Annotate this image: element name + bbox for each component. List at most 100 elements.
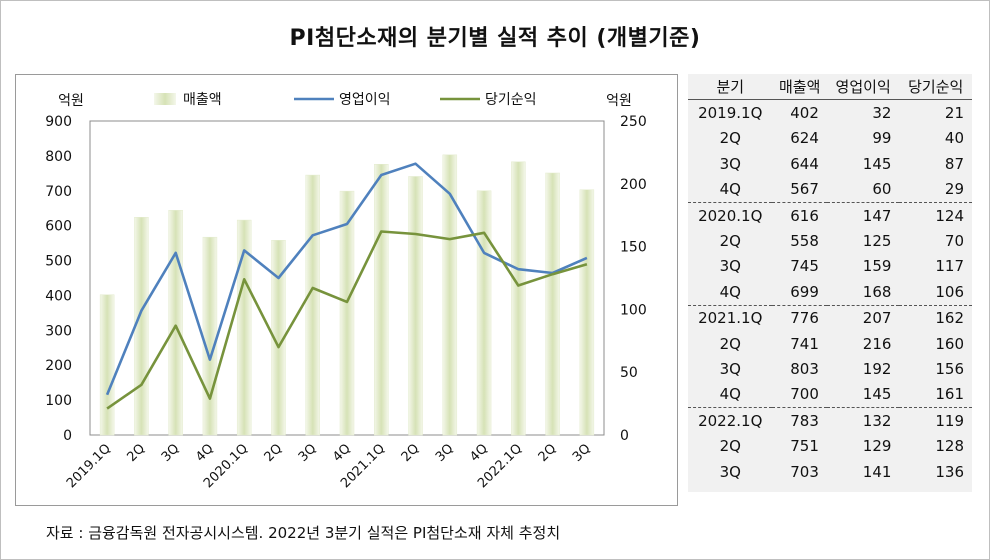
table-value-cell: 616	[790, 206, 819, 225]
table-value-cell: 558	[790, 232, 819, 251]
table-quarter-cell: 3Q	[719, 257, 741, 276]
table-value-cell: 136	[935, 462, 964, 481]
x-tick-label: 3Q	[296, 441, 320, 465]
table-quarter-cell: 2020.1Q	[698, 206, 763, 225]
left-axis-tick-label: 500	[45, 254, 72, 270]
right-axis-tick-label: 50	[620, 365, 638, 381]
table-value-cell: 87	[944, 154, 964, 173]
table-value-cell: 700	[772, 381, 827, 409]
bar-revenue	[374, 164, 389, 436]
table-value-cell: 624	[790, 129, 819, 148]
table-quarter-cell: 2Q	[719, 232, 741, 251]
table-value-cell: 119	[935, 411, 964, 430]
table-header-cell: 영업이익	[826, 74, 900, 101]
table-value-cell: 783	[790, 411, 819, 430]
left-axis-tick-label: 100	[45, 393, 72, 409]
table-value-cell: 128	[935, 437, 964, 456]
performance-chart: 0 100 200 300 400 500 600 700 800 900 0 50 100 150 200…	[45, 92, 647, 491]
table-value-cell: 402	[790, 104, 819, 123]
bar-revenue	[202, 236, 218, 436]
table-value-cell: 32	[872, 104, 892, 123]
bar-revenue	[99, 294, 115, 436]
table-value-cell: 60	[826, 176, 900, 203]
line-net-income	[106, 230, 588, 410]
table-row: 4Q 700 145 161	[688, 381, 972, 409]
bar-revenue	[511, 161, 526, 436]
table-quarter-cell: 3Q	[719, 154, 741, 173]
x-tick-label: 2Q	[262, 441, 286, 465]
table-value-cell: 192	[862, 359, 892, 378]
table-row: 2Q 751 129 128	[688, 433, 972, 458]
table-row: 2Q 624 99 40	[688, 126, 972, 151]
x-tick-label: 3Q	[433, 441, 457, 465]
bar-revenue	[442, 154, 458, 436]
table-value-cell: 745	[790, 257, 819, 276]
table-value-cell: 776	[790, 309, 819, 328]
table-value-cell: 162	[935, 309, 964, 328]
table-value-cell: 106	[899, 279, 972, 306]
table-value-cell: 160	[935, 334, 964, 353]
table-value-cell: 161	[899, 381, 972, 409]
bar-revenue	[476, 190, 492, 436]
table-row: 3Q 803 192 156	[688, 356, 972, 381]
line-operating-profit	[105, 162, 588, 396]
data-table: 분기 매출액 영업이익 당기순익 2019.1Q 402 32 21 2Q 624 99 40 3Q 6…	[688, 74, 972, 484]
table-value-cell: 70	[944, 232, 964, 251]
bar-revenue	[168, 210, 183, 436]
x-tick-label: 4Q	[467, 441, 491, 465]
x-tick-label: 4Q	[193, 441, 217, 465]
table-row: 2Q 558 125 70	[688, 228, 972, 253]
table-row: 2020.1Q 616 147 124	[688, 202, 972, 228]
right-axis-unit: 억원	[606, 93, 632, 109]
right-axis-tick-label: 200	[620, 177, 647, 193]
table-header-cell: 매출액	[772, 74, 827, 101]
table-quarter-cell: 2Q	[719, 334, 741, 353]
legend-swatch-revenue	[154, 93, 176, 105]
table-header-row: 분기 매출액 영업이익 당기순익	[688, 74, 972, 101]
table-row: 4Q 699 168 106	[688, 279, 972, 306]
bar-revenue	[305, 174, 320, 436]
table-value-cell: 125	[862, 232, 892, 251]
table-quarter-cell: 4Q	[688, 279, 773, 306]
left-axis-unit: 억원	[58, 93, 84, 109]
table-body: 2019.1Q 402 32 21 2Q 624 99 40 3Q 644 145 87 4Q 567 60…	[688, 100, 972, 484]
table-row: 2019.1Q 402 32 21	[688, 100, 972, 126]
table-header-cell: 분기	[688, 74, 773, 101]
left-axis-tick-label: 400	[45, 288, 72, 304]
bar-revenue	[408, 176, 423, 436]
table-row: 2022.1Q 783 132 119	[688, 408, 972, 434]
table-row: 3Q 745 159 117	[688, 254, 972, 279]
table-value-cell: 145	[862, 154, 892, 173]
legend-label-operating-profit: 영업이익	[339, 92, 391, 108]
table-quarter-cell: 2Q	[719, 129, 741, 148]
table-value-cell: 132	[862, 411, 892, 430]
table-value-cell: 644	[790, 154, 819, 173]
legend-label-revenue: 매출액	[183, 92, 222, 108]
x-tick-label: 2Q	[125, 441, 149, 465]
x-tick-label: 2Q	[399, 441, 423, 465]
table-value-cell: 129	[862, 437, 892, 456]
table-row: 3Q 703 141 136	[688, 459, 972, 484]
bar-revenue	[545, 172, 560, 436]
left-axis-tick-label: 0	[63, 428, 72, 444]
table-value-cell: 168	[826, 279, 900, 306]
left-axis-tick-label: 800	[45, 149, 72, 165]
legend-label-net-income: 당기순익	[485, 92, 537, 108]
table-row: 2021.1Q 776 207 162	[688, 305, 972, 331]
table-value-cell: 207	[862, 309, 892, 328]
table-row: 3Q 644 145 87	[688, 151, 972, 176]
right-axis-tick-label: 0	[620, 428, 629, 444]
left-axis-tick-label: 900	[45, 114, 72, 130]
left-axis-tick-label: 700	[45, 184, 72, 200]
table-quarter-cell: 2019.1Q	[698, 104, 763, 123]
table-value-cell: 741	[790, 334, 819, 353]
left-axis-tick-label: 300	[45, 323, 72, 339]
bar-revenue	[579, 189, 595, 436]
table-value-cell: 145	[826, 381, 900, 409]
table-value-cell: 159	[862, 257, 892, 276]
right-axis-tick-label: 100	[620, 302, 647, 318]
table-value-cell: 21	[944, 104, 964, 123]
left-axis-tick-label: 600	[45, 219, 72, 235]
table-value-cell: 117	[935, 257, 964, 276]
table-value-cell: 147	[862, 206, 892, 225]
